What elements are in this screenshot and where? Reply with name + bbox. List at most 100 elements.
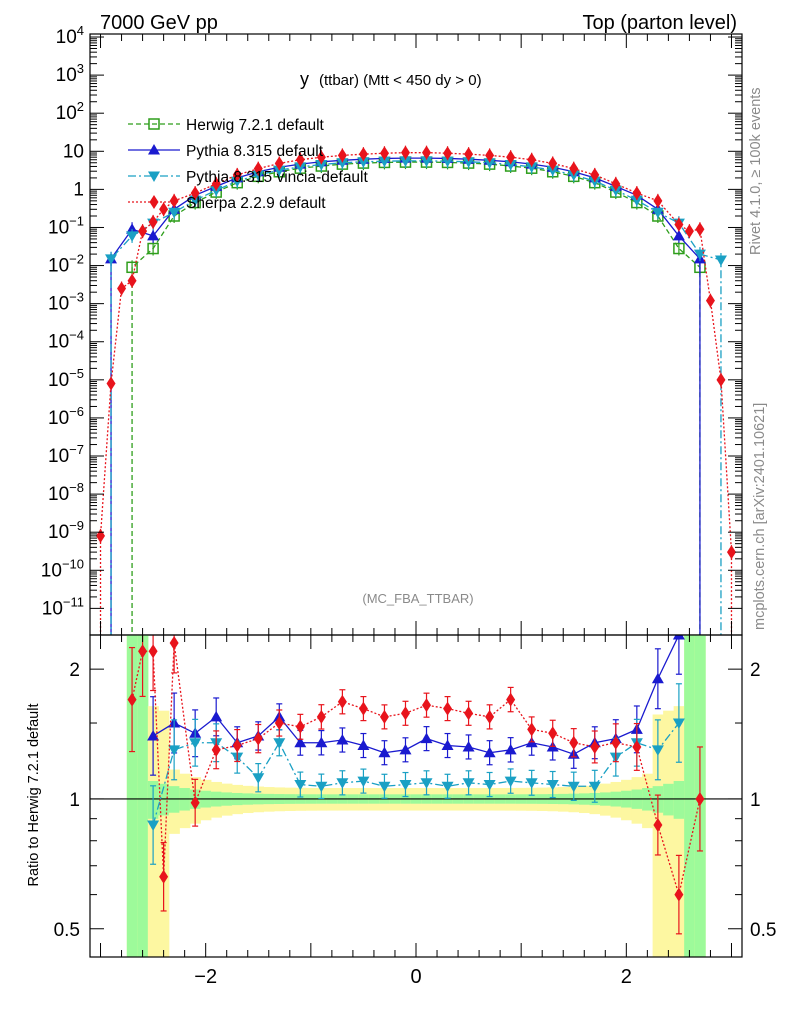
- sherpa-main-point: [464, 147, 474, 162]
- vincia-ratio-point: [651, 745, 664, 756]
- sherpa-ratio-point: [632, 739, 642, 754]
- sherpa-ratio-point: [358, 701, 368, 716]
- herwig-main-point: [126, 261, 138, 274]
- ratio-y-tick-label-left: 1: [69, 790, 80, 811]
- sherpa-ratio-point: [148, 644, 158, 659]
- vincia-main-point: [420, 156, 433, 167]
- sherpa-main-point: [674, 217, 684, 232]
- x-tick-label: −2: [194, 966, 217, 988]
- pythia-main-point: [147, 229, 160, 241]
- sherpa-main-point: [232, 167, 242, 182]
- ratio-band-green: [137, 635, 149, 957]
- sherpa-main-point: [295, 152, 305, 167]
- pythia-ratio-point: [504, 743, 517, 755]
- vincia-main-point: [357, 157, 370, 168]
- ratio-y-tick-label-left: 0.5: [54, 920, 80, 941]
- sherpa-ratio-point: [674, 887, 684, 902]
- vincia-ratio-point: [504, 776, 517, 788]
- legend: Herwig 7.2.1 default Pythia 8.315 default…: [128, 117, 369, 212]
- pythia-ratio-point: [294, 736, 307, 748]
- ratio-band-green: [158, 783, 170, 816]
- vincia-main-point: [210, 185, 223, 197]
- sherpa-main-point: [527, 152, 537, 167]
- vincia-main-point: [168, 207, 181, 219]
- pythia-ratio-point: [210, 710, 223, 722]
- y-tick-label: 10−8: [48, 480, 84, 505]
- sherpa-main-point: [106, 376, 116, 391]
- sherpa-main-point: [590, 167, 600, 182]
- x-tick-label: 2: [621, 966, 632, 988]
- vincia-ratio-point: [399, 780, 412, 791]
- ratio-panel: 0.5 0.5 1 1 2 2 −2 0 2: [54, 634, 776, 988]
- sherpa-main-point: [379, 146, 389, 161]
- mcplots-reference-label: mcplots.cern.ch [arXiv:2401.10621]: [752, 403, 768, 630]
- main-plot-area: [96, 145, 736, 635]
- sherpa-ratio-point: [695, 791, 705, 806]
- sherpa-ratio-point: [443, 701, 453, 716]
- vincia-main-point: [336, 158, 349, 169]
- vincia-main-point: [714, 255, 727, 266]
- y-tick-label: 103: [56, 61, 84, 86]
- sherpa-main-point: [253, 161, 263, 176]
- pythia-ratio-point: [315, 736, 328, 748]
- y-tick-label: 102: [56, 99, 84, 124]
- y-tick-label: 10−2: [48, 252, 84, 277]
- sherpa-main-point: [127, 273, 137, 288]
- ratio-axes: 0.5 0.5 1 1 2 2 −2 0 2: [54, 634, 776, 988]
- legend-sherpa-label: Sherpa 2.2.9 default: [186, 195, 326, 212]
- y-tick-label: 10−1: [48, 213, 84, 238]
- pythia-main-point: [672, 229, 685, 241]
- vincia-ratio-point: [336, 778, 349, 789]
- vincia-main-point: [651, 207, 664, 219]
- legend-pythia-marker: [148, 144, 160, 155]
- vincia-ratio-point: [315, 781, 328, 793]
- ratio-plot-area: [90, 635, 742, 935]
- sherpa-main-point: [316, 150, 326, 165]
- vincia-ratio-point: [294, 780, 307, 791]
- vincia-main-point: [609, 185, 622, 197]
- rivet-version-label: Rivet 4.1.0, ≥ 100k events: [748, 87, 764, 255]
- sherpa-main-point: [716, 372, 726, 387]
- vincia-ratio-point: [420, 778, 433, 789]
- main-axes: 10410310210110−110−210−310−410−510−610−7…: [41, 23, 743, 636]
- herwig-main-point: [147, 242, 159, 255]
- sherpa-main-point: [117, 281, 127, 296]
- vincia-main-point: [315, 159, 328, 171]
- vincia-main-point: [504, 159, 517, 171]
- vincia-main-point: [294, 162, 307, 173]
- vincia-ratio-point: [357, 776, 370, 788]
- pythia-ratio-line: [152, 635, 680, 755]
- sherpa-main-point: [96, 528, 106, 543]
- ratio-series-layer: [90, 635, 742, 935]
- sherpa-ratio-point: [506, 692, 516, 707]
- sherpa-main-point: [485, 148, 495, 163]
- vincia-ratio-point: [567, 781, 580, 793]
- sherpa-ratio-point: [653, 818, 663, 833]
- sherpa-ratio-point: [274, 716, 284, 731]
- vincia-main-point: [105, 254, 118, 265]
- y-tick-label: 10−9: [48, 518, 84, 543]
- plot-title-symbol: y: [300, 69, 309, 89]
- legend-pythia-label: Pythia 8.315 default: [186, 143, 324, 160]
- sherpa-ratio-point: [400, 706, 410, 721]
- sherpa-main-point: [611, 176, 621, 191]
- pythia-ratio-point: [378, 746, 391, 758]
- sherpa-main-point: [506, 150, 516, 165]
- sherpa-ratio-point: [211, 742, 221, 757]
- sherpa-ratio-point: [127, 692, 137, 707]
- sherpa-main-point: [169, 193, 179, 208]
- legend-sherpa-marker: [149, 195, 159, 209]
- ratio-band-green: [126, 635, 138, 957]
- sherpa-main-point: [548, 156, 558, 171]
- vincia-main-point: [483, 158, 496, 169]
- vincia-ratio-point: [189, 738, 202, 749]
- ratio-band-green: [673, 780, 685, 819]
- sherpa-ratio-point: [159, 869, 169, 884]
- herwig-main-line: [131, 161, 701, 635]
- y-tick-label: 10−7: [48, 442, 84, 467]
- main-panel: (MC_FBA_TTBAR) y (ttbar) (Mtt < 450 dy >…: [41, 23, 743, 636]
- y-tick-label: 10−3: [48, 290, 84, 315]
- sherpa-main-point: [211, 176, 221, 191]
- legend-vincia-label: Pythia 8.315 vincia-default: [186, 169, 369, 186]
- legend-herwig-marker: [148, 118, 160, 130]
